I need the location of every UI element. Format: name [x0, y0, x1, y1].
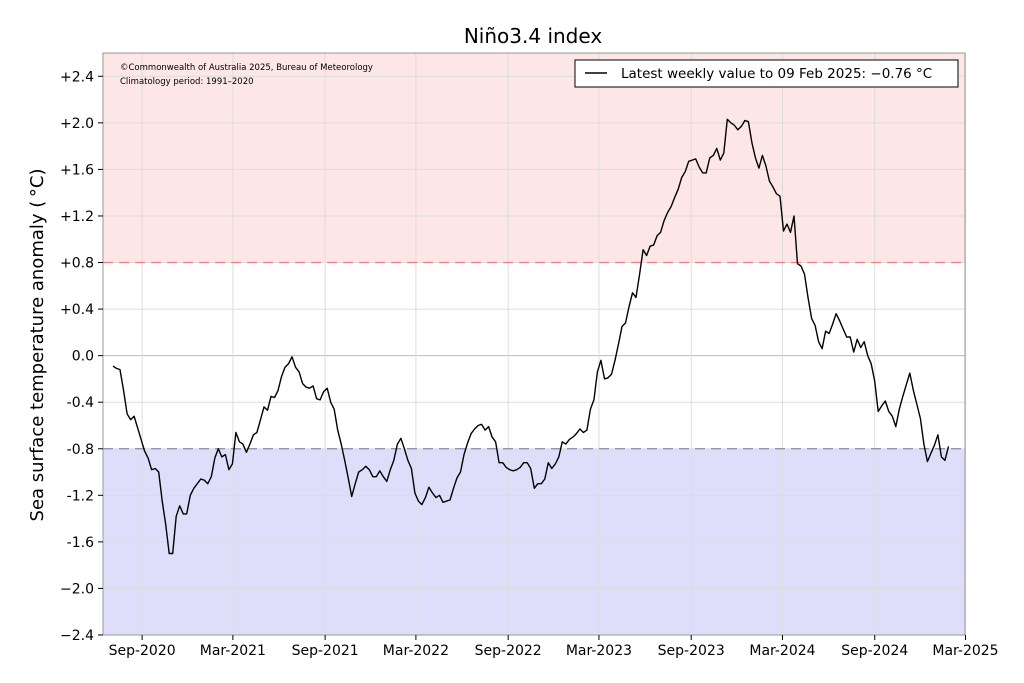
- x-tick-label-6: Sep-2023: [658, 643, 725, 659]
- x-tick-label-3: Mar-2022: [383, 643, 449, 659]
- y-tick-label-1: +2.0: [60, 116, 94, 132]
- y-tick-label-8: -0.8: [67, 442, 94, 458]
- y-tick-label-12: −2.4: [60, 628, 94, 644]
- credit-block: ©Commonwealth of Australia 2025, Bureau …: [120, 63, 373, 87]
- x-axis-ticks: Sep-2020 Mar-2021 Sep-2021 Mar-2022 Sep-2022…: [109, 635, 999, 659]
- x-tick-label-4: Sep-2022: [475, 643, 542, 659]
- y-tick-label-10: -1.6: [67, 535, 94, 551]
- y-tick-label-7: -0.4: [67, 395, 94, 411]
- chart-title: Niño3.4 index: [464, 24, 602, 48]
- x-tick-label-1: Mar-2021: [200, 643, 266, 659]
- credit-line-1: ©Commonwealth of Australia 2025, Bureau …: [120, 63, 373, 73]
- x-tick-label-0: Sep-2020: [109, 643, 176, 659]
- legend-label: Latest weekly value to 09 Feb 2025: −0.7…: [621, 66, 932, 82]
- legend: Latest weekly value to 09 Feb 2025: −0.7…: [574, 59, 959, 88]
- y-tick-label-3: +1.2: [60, 209, 94, 225]
- y-tick-label-9: -1.2: [67, 488, 94, 504]
- x-tick-label-5: Mar-2023: [566, 643, 632, 659]
- category-bands: [103, 53, 965, 635]
- band-0: [103, 53, 965, 263]
- plot-frame: [102, 52, 966, 636]
- x-tick-label-2: Sep-2021: [292, 643, 359, 659]
- x-tick-label-9: Mar-2025: [932, 643, 998, 659]
- x-tick-label-7: Mar-2024: [749, 643, 815, 659]
- y-tick-label-0: +2.4: [60, 69, 94, 85]
- y-axis-ticks: +2.4 +2.0 +1.6 +1.2 +0.8 +0.4 0.0 -0.4 -0.8 -1.2 -…: [60, 69, 103, 644]
- y-tick-label-4: +0.8: [60, 256, 94, 272]
- series-layer: [112, 118, 950, 555]
- series-line-0: [112, 118, 950, 555]
- y-tick-label-2: +1.6: [60, 162, 94, 178]
- y-tick-label-6: 0.0: [72, 349, 94, 365]
- legend-box: [574, 59, 959, 88]
- y-tick-label-5: +0.4: [60, 302, 94, 318]
- grid-lines: [103, 53, 967, 636]
- y-tick-label-11: −2.0: [60, 581, 94, 597]
- x-tick-label-8: Sep-2024: [841, 643, 908, 659]
- y-axis-label: Sea surface temperature anomaly ( °C): [27, 169, 48, 522]
- credit-line-2: Climatology period: 1991–2020: [120, 77, 254, 87]
